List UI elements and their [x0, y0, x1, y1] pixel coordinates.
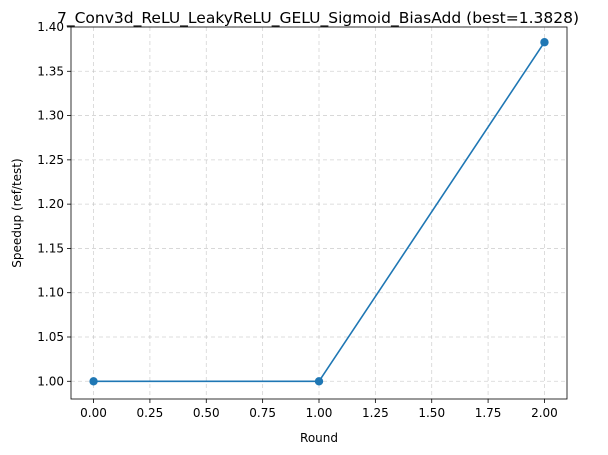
y-tick-label: 1.00: [37, 374, 64, 388]
y-tick-label: 1.05: [37, 330, 64, 344]
axis-ticks: 0.00 0.25 0.50 0.75 1.00 1.25 1.50 1.75 2.00 1.00…: [37, 20, 558, 420]
data-series: [89, 38, 549, 386]
x-axis-label: Round: [300, 431, 338, 445]
grid: [71, 26, 567, 399]
y-tick-label: 1.10: [37, 286, 64, 300]
y-tick-label: 1.25: [37, 153, 64, 167]
chart-title: 7_Conv3d_ReLU_LeakyReLU_GELU_Sigmoid_Bia…: [57, 9, 579, 28]
y-tick-label: 1.20: [37, 197, 64, 211]
x-tick-label: 1.50: [418, 406, 445, 420]
x-tick-label: 0.50: [193, 406, 220, 420]
x-tick-label: 0.75: [249, 406, 276, 420]
data-point: [540, 38, 549, 47]
plot-frame: [70, 26, 568, 400]
x-tick-label: 1.00: [306, 406, 333, 420]
y-tick-label: 1.30: [37, 109, 64, 123]
x-tick-label: 1.75: [475, 406, 502, 420]
y-tick-label: 1.40: [37, 20, 64, 34]
y-tick-label: 1.35: [37, 64, 64, 78]
y-axis-label: Speedup (ref/test): [10, 158, 24, 267]
x-tick-label: 0.00: [80, 406, 107, 420]
x-tick-label: 0.25: [137, 406, 164, 420]
data-point: [89, 377, 98, 386]
y-tick-label: 1.15: [37, 241, 64, 255]
data-point: [314, 377, 324, 386]
x-tick-label: 1.25: [362, 406, 389, 420]
x-tick-label: 2.00: [531, 406, 558, 420]
